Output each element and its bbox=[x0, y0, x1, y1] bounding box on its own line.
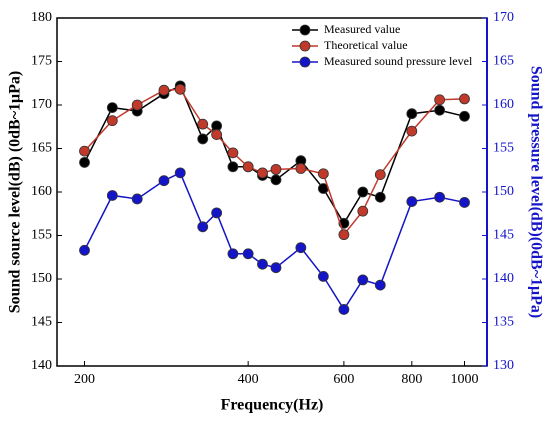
series-marker bbox=[459, 110, 470, 122]
series-marker bbox=[79, 157, 90, 168]
series-marker bbox=[257, 167, 268, 179]
series-marker bbox=[295, 163, 307, 174]
series-marker bbox=[106, 102, 118, 114]
x-tick-label: 400 bbox=[238, 372, 259, 387]
series-marker bbox=[158, 84, 170, 96]
legend-marker bbox=[299, 56, 311, 68]
series-marker bbox=[106, 115, 118, 127]
y-tick-label: 165 bbox=[31, 141, 52, 156]
series-marker bbox=[197, 221, 209, 233]
series-marker bbox=[317, 270, 329, 282]
y2-tick-label: 135 bbox=[493, 315, 514, 330]
y-tick-label: 140 bbox=[31, 358, 52, 373]
series-marker bbox=[270, 262, 282, 274]
series-marker bbox=[242, 161, 254, 173]
series-marker bbox=[131, 193, 143, 205]
series-marker bbox=[357, 186, 369, 198]
y-tick-label: 155 bbox=[31, 228, 52, 243]
y2-tick-label: 170 bbox=[493, 10, 514, 25]
plot-frame bbox=[56, 17, 488, 367]
legend-label: Measured sound pressure level bbox=[324, 54, 473, 68]
series-marker bbox=[227, 248, 239, 260]
series-marker bbox=[374, 169, 386, 181]
series-marker bbox=[338, 304, 350, 315]
y-tick-label: 150 bbox=[31, 271, 52, 286]
series-marker bbox=[257, 258, 268, 270]
series-marker bbox=[131, 99, 143, 111]
series-marker bbox=[338, 229, 350, 241]
series-marker bbox=[357, 205, 369, 217]
series-line bbox=[83, 171, 465, 311]
legend-marker bbox=[299, 40, 311, 52]
series-marker bbox=[374, 191, 386, 203]
series-marker bbox=[227, 147, 239, 159]
series-marker bbox=[406, 125, 418, 137]
series-marker bbox=[197, 133, 209, 145]
y2-axis-label: Sound pressure level(dB)(0dB~1μPa) bbox=[527, 66, 544, 318]
series-marker bbox=[406, 108, 418, 120]
legend-label: Measured value bbox=[324, 22, 400, 36]
series-marker bbox=[197, 118, 209, 130]
y2-tick-label: 155 bbox=[493, 141, 514, 156]
series-marker bbox=[211, 129, 223, 140]
x-tick-label: 600 bbox=[333, 372, 354, 387]
series-marker bbox=[459, 197, 470, 208]
series-marker bbox=[434, 94, 446, 106]
series-marker bbox=[242, 248, 254, 260]
legend-label: Theoretical value bbox=[324, 38, 408, 52]
series-marker bbox=[79, 145, 90, 157]
series-marker bbox=[227, 161, 239, 173]
series-marker bbox=[317, 168, 329, 180]
series-marker bbox=[434, 104, 446, 116]
y-tick-label: 170 bbox=[31, 97, 52, 112]
y-tick-label: 160 bbox=[31, 184, 52, 199]
y2-tick-label: 150 bbox=[493, 184, 514, 199]
y-axis-label: Sound source level(dB) (0dB~1μPa) bbox=[7, 71, 24, 313]
x-tick-label: 200 bbox=[74, 372, 95, 387]
series-marker bbox=[434, 191, 446, 203]
series-marker bbox=[357, 274, 369, 286]
y-tick-label: 180 bbox=[31, 10, 52, 25]
y-tick-label: 145 bbox=[31, 315, 52, 330]
series-marker bbox=[270, 174, 282, 186]
series-marker bbox=[459, 93, 470, 105]
series-marker bbox=[406, 196, 418, 207]
series-marker bbox=[270, 163, 282, 175]
series-marker bbox=[158, 175, 170, 187]
series-marker bbox=[174, 167, 186, 179]
y2-tick-label: 140 bbox=[493, 271, 514, 286]
y-tick-label: 175 bbox=[31, 54, 52, 69]
x-tick-label: 800 bbox=[401, 372, 422, 387]
x-tick-label: 1000 bbox=[450, 372, 478, 387]
series-marker bbox=[295, 242, 307, 254]
series-marker bbox=[174, 83, 186, 95]
series-marker bbox=[79, 244, 90, 256]
x-axis-label: Frequency(Hz) bbox=[221, 397, 324, 414]
legend-marker bbox=[299, 24, 311, 36]
series-marker bbox=[106, 190, 118, 201]
y2-tick-label: 145 bbox=[493, 228, 514, 243]
y2-tick-label: 160 bbox=[493, 97, 514, 112]
y2-tick-label: 130 bbox=[493, 358, 514, 373]
y2-tick-label: 165 bbox=[493, 54, 514, 69]
series-marker bbox=[374, 279, 386, 291]
series-marker bbox=[211, 207, 223, 219]
